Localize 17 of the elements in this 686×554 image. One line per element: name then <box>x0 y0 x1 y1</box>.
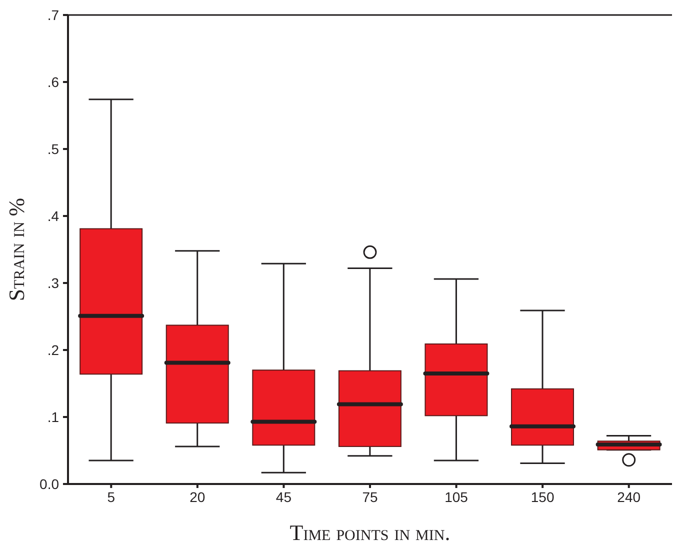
x-tick-label: 20 <box>190 489 206 505</box>
y-axis-title: Strain in % <box>4 198 29 302</box>
x-tick-label: 75 <box>362 489 378 505</box>
x-axis-title: Time points in min. <box>290 520 450 545</box>
y-tick-label: .6 <box>47 74 60 90</box>
x-tick-label: 150 <box>530 489 554 505</box>
x-tick-label: 5 <box>107 489 116 505</box>
y-tick-label: .7 <box>47 7 60 23</box>
y-tick-label: .5 <box>47 141 60 157</box>
x-tick-label: 105 <box>444 489 468 505</box>
y-tick-label: 0.0 <box>40 476 60 492</box>
x-tick-label: 240 <box>617 489 641 505</box>
y-tick-label: .2 <box>47 342 60 358</box>
y-tick-label: .4 <box>47 208 60 224</box>
y-tick-label: .1 <box>47 409 60 425</box>
x-tick-label: 45 <box>276 489 292 505</box>
y-tick-label: .3 <box>47 275 60 291</box>
